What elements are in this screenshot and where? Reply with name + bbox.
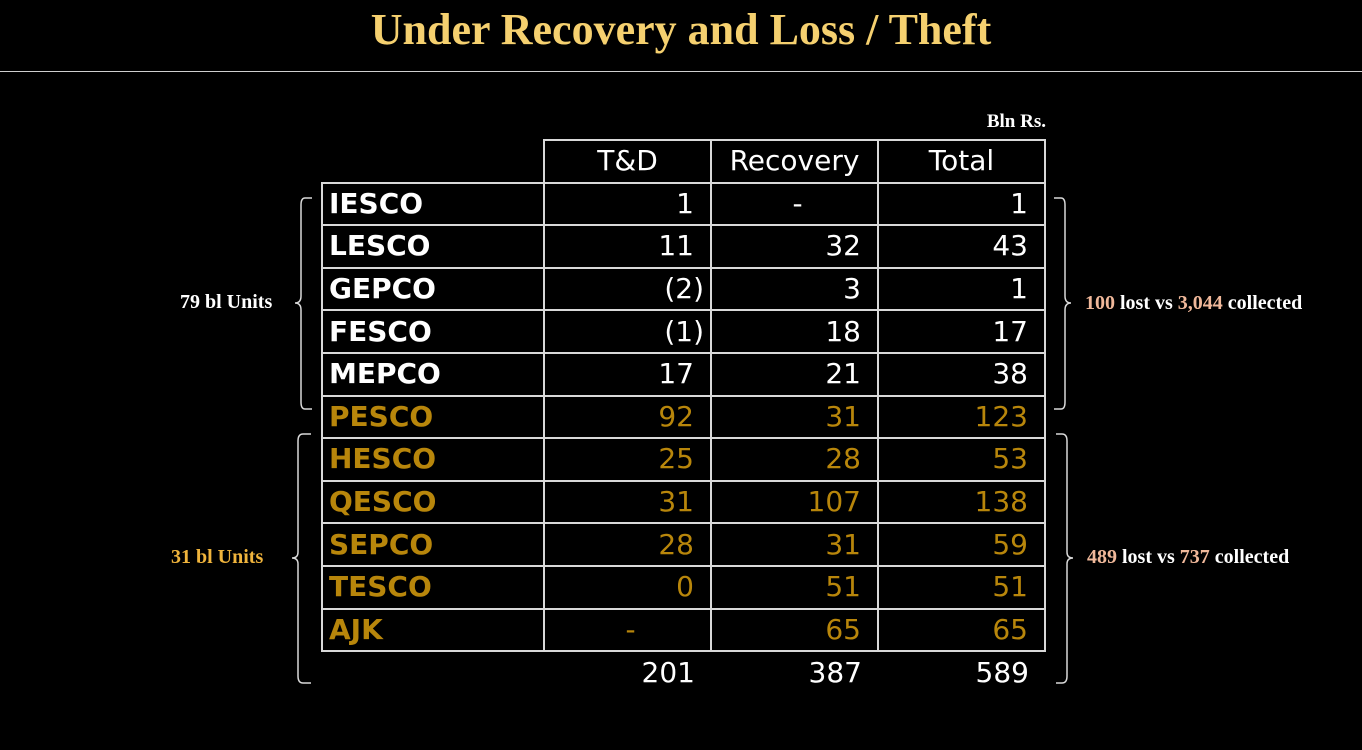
top-collected-text: collected — [1222, 292, 1303, 314]
cell-total: 53 — [877, 437, 1046, 482]
cell-recovery: 3 — [710, 266, 879, 312]
column-header-td: T&D — [543, 139, 712, 184]
row-name: TESCO — [321, 564, 545, 610]
table-row: QESCO 31 107 138 — [321, 479, 1046, 525]
table-row: TESCO 0 51 51 — [321, 564, 1046, 610]
header-row: T&D Recovery Total — [322, 139, 1046, 184]
cell-td: 17 — [543, 351, 712, 397]
cell-total: 38 — [877, 351, 1046, 397]
cell-td: 25 — [543, 437, 712, 482]
cell-recovery: 51 — [710, 564, 879, 610]
row-name: MEPCO — [321, 351, 545, 397]
bottom-lost-value: 489 — [1087, 546, 1117, 568]
cell-total: 43 — [877, 224, 1046, 269]
table-row: SEPCO 28 31 59 — [321, 522, 1046, 567]
cell-total: 1 — [877, 266, 1046, 312]
row-name: QESCO — [321, 479, 545, 525]
total-total: 589 — [975, 655, 1029, 689]
cell-recovery: 31 — [710, 394, 879, 440]
table-row: MEPCO 17 21 38 — [321, 351, 1046, 397]
top-left-annotation: 79 bl Units — [180, 291, 273, 313]
bracket-top-left — [294, 197, 312, 410]
totals-row: 201 387 589 — [322, 651, 1045, 694]
top-collected-value: 3,044 — [1177, 292, 1223, 314]
cell-td: 28 — [543, 522, 712, 567]
cell-recovery: 18 — [710, 309, 879, 354]
bracket-top-right — [1054, 197, 1072, 410]
cell-td: - — [543, 607, 712, 653]
table-row: PESCO 92 31 123 — [321, 394, 1046, 440]
row-name: FESCO — [321, 309, 545, 354]
title-divider — [0, 71, 1362, 72]
cell-td: 31 — [543, 479, 712, 525]
top-lost-text: lost vs — [1115, 292, 1178, 314]
bottom-lost-text: lost vs — [1117, 546, 1180, 568]
table-row: HESCO 25 28 53 — [321, 437, 1046, 482]
table-row: LESCO 11 32 43 — [321, 224, 1046, 269]
cell-recovery: 21 — [710, 351, 879, 397]
column-header-total: Total — [877, 139, 1046, 184]
cell-total: 51 — [877, 564, 1046, 610]
cell-td: 1 — [543, 181, 712, 227]
cell-recovery: - — [710, 181, 879, 227]
row-name: HESCO — [321, 437, 545, 482]
bracket-bottom-right — [1056, 433, 1074, 684]
column-header-recovery: Recovery — [710, 139, 879, 184]
total-recovery: 387 — [808, 655, 862, 689]
cell-total: 59 — [877, 522, 1046, 567]
header-corner — [322, 140, 545, 184]
bottom-right-annotation: 489 lost vs 737 collected — [1087, 546, 1289, 569]
table-row: GEPCO (2) 3 1 — [321, 266, 1046, 312]
bracket-bottom-left — [291, 433, 311, 684]
cell-total: 1 — [877, 181, 1046, 227]
cell-recovery: 32 — [710, 224, 879, 269]
row-name: GEPCO — [321, 266, 545, 312]
table-row: FESCO (1) 18 17 — [321, 309, 1046, 354]
row-name: LESCO — [321, 224, 545, 269]
cell-td: (2) — [543, 266, 712, 312]
top-right-annotation: 100 lost vs 3,044 collected — [1085, 292, 1302, 315]
row-name: SEPCO — [321, 522, 545, 567]
cell-recovery: 31 — [710, 522, 879, 567]
cell-total: 17 — [877, 309, 1046, 354]
total-td: 201 — [641, 655, 695, 689]
cell-total: 138 — [877, 479, 1046, 525]
cell-total: 123 — [877, 394, 1046, 440]
bottom-left-annotation: 31 bl Units — [171, 546, 264, 568]
cell-td: 11 — [543, 224, 712, 269]
data-table: T&D Recovery Total IESCO 1-1 LESCO 11 32 43 GE… — [321, 139, 1046, 694]
bottom-collected-value: 737 — [1179, 546, 1210, 568]
row-name: AJK — [321, 607, 545, 653]
cell-td: 92 — [543, 394, 712, 440]
table-row: IESCO 1-1 — [321, 181, 1046, 227]
cell-recovery: 28 — [710, 437, 879, 482]
table-row: AJK -65 65 — [321, 607, 1046, 653]
cell-td: 0 — [543, 564, 712, 610]
top-lost-value: 100 — [1085, 292, 1115, 314]
row-name: PESCO — [321, 394, 545, 440]
units-label: Bln Rs. — [986, 111, 1046, 132]
page-title: Under Recovery and Loss / Theft — [370, 5, 992, 54]
bottom-collected-text: collected — [1209, 546, 1290, 568]
cell-total: 65 — [877, 607, 1046, 653]
cell-recovery: 65 — [710, 607, 879, 653]
row-name: IESCO — [321, 181, 545, 227]
cell-recovery: 107 — [710, 479, 879, 525]
cell-td: (1) — [543, 309, 712, 354]
